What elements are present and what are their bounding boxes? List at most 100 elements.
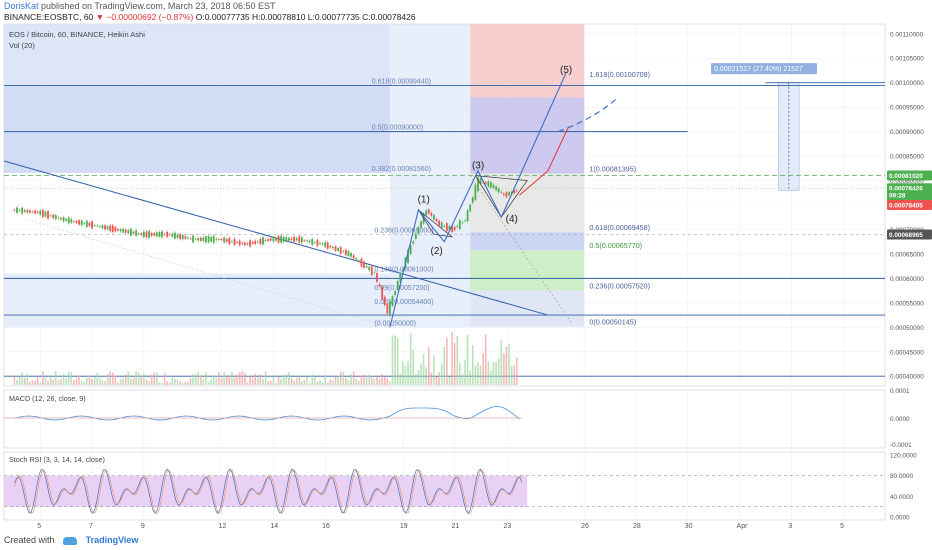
wave-label: (1) <box>418 195 430 206</box>
created-with-text: Created with <box>4 535 55 545</box>
candle <box>18 210 21 212</box>
candle <box>119 229 122 232</box>
candle <box>272 237 275 242</box>
candle <box>60 217 62 220</box>
candle <box>158 231 161 237</box>
tradingview-brand[interactable]: TradingView <box>85 535 139 545</box>
fib-left-label: 0.382(0.00081560) <box>372 166 431 173</box>
candle <box>360 258 363 267</box>
candle <box>471 197 474 203</box>
macd-tick: 0.0001 <box>890 388 910 395</box>
publish-text: published on TradingView.com, March 23, … <box>38 1 276 11</box>
volume-bar <box>378 378 381 385</box>
volume-bar <box>16 380 18 385</box>
volume-bar <box>70 372 73 385</box>
fib-zone-red <box>470 24 585 98</box>
author-link[interactable]: DorisKat <box>4 1 39 11</box>
candle <box>363 261 365 268</box>
candle <box>23 210 26 212</box>
candle <box>67 217 70 224</box>
volume-bar <box>23 378 26 385</box>
volume-bar <box>187 381 189 385</box>
macd-pane <box>3 389 886 449</box>
candle <box>311 238 314 245</box>
stoch-rsi-tick: 40.0000 <box>890 494 914 501</box>
fib-left-label: 0.236(0.00069000) <box>374 227 433 234</box>
volume-bar <box>355 378 358 385</box>
volume-bar <box>161 382 163 385</box>
volume-bar <box>150 374 153 385</box>
candle <box>466 210 469 222</box>
volume-bar <box>202 378 205 385</box>
candle <box>417 227 420 234</box>
candle <box>324 242 327 247</box>
volume-bar <box>500 340 503 385</box>
candle <box>171 233 174 237</box>
candle <box>282 236 285 242</box>
volume-bar <box>451 332 453 385</box>
candle <box>73 221 75 223</box>
volume-bar <box>316 381 319 385</box>
volume-bar <box>456 335 459 385</box>
x-tick-label: 9 <box>141 523 145 530</box>
candle <box>241 242 244 244</box>
fib-right-label: 0.5(0.00065770) <box>589 241 642 250</box>
candle <box>21 207 24 214</box>
y-tick-label: 0.00045000 <box>890 349 924 356</box>
volume-bar <box>44 377 47 385</box>
trend-line-dashed <box>469 175 572 323</box>
y-tick-label: 0.00040000 <box>890 374 924 381</box>
volume-bar <box>433 355 435 385</box>
volume-bar <box>490 370 492 385</box>
candle <box>262 237 264 245</box>
volume-bar <box>174 378 176 385</box>
candle <box>163 234 166 235</box>
candle <box>435 219 438 222</box>
volume-bar <box>435 376 438 385</box>
candle <box>515 190 518 192</box>
candle <box>430 212 433 216</box>
volume-bar <box>236 374 238 385</box>
volume-bar <box>430 372 433 385</box>
y-tick-label: 0.00050000 <box>890 325 924 332</box>
candle <box>41 209 44 218</box>
candle <box>295 238 298 241</box>
candle <box>215 238 218 240</box>
x-tick-label: 23 <box>503 523 511 530</box>
volume-bar <box>254 373 257 385</box>
volume-bar <box>153 372 156 385</box>
candle <box>407 249 409 264</box>
volume-bar <box>257 377 259 385</box>
volume-bar <box>453 343 456 385</box>
wave-label: (4) <box>506 214 518 225</box>
price-tag: 0.00078426 <box>889 186 923 193</box>
x-tick-label: 12 <box>219 523 227 530</box>
price-tag-bg <box>887 229 932 240</box>
candle <box>34 210 36 214</box>
fib-left-label: 0.055(0.00054400) <box>374 299 433 306</box>
fib-right-label: 0.618(0.00069458) <box>589 223 650 232</box>
volume-bar <box>288 372 290 385</box>
x-tick-label: 7 <box>89 523 93 530</box>
candle <box>409 244 412 255</box>
volume-bar <box>466 334 469 385</box>
price-tag: 0.00068965 <box>889 232 923 239</box>
candle <box>140 233 143 235</box>
candle <box>288 237 290 241</box>
x-tick-label: 28 <box>633 523 641 530</box>
candle <box>456 226 459 227</box>
volume-bar <box>117 382 119 385</box>
volume-bar <box>205 372 207 385</box>
candle <box>391 296 394 306</box>
volume-bar <box>319 380 321 385</box>
candle <box>453 226 456 231</box>
publish-info: DorisKat published on TradingView.com, M… <box>4 1 276 11</box>
x-tick-label: 14 <box>270 523 278 530</box>
volume-bar <box>420 363 422 385</box>
volume-bar <box>130 378 132 385</box>
fib-right-label: 0.236(0.00057520) <box>589 282 650 291</box>
chart-canvas[interactable]: 0.00021527 (27.40%) 21527 0.618(0.0009944… <box>0 0 932 535</box>
volume-label: Vol (20) <box>9 41 35 50</box>
candle <box>52 214 55 219</box>
candle <box>490 182 492 188</box>
